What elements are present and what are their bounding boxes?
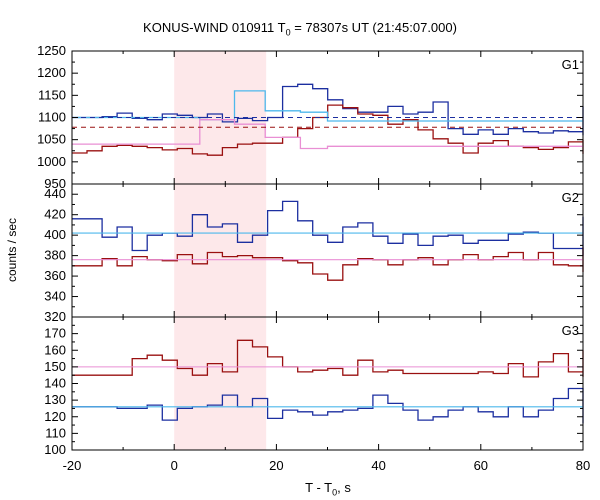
xtick-label: 80 bbox=[576, 458, 590, 473]
g3-ytick-label: 120 bbox=[44, 409, 66, 424]
g2-series-blue bbox=[72, 200, 584, 256]
g2-ytick-label: 380 bbox=[44, 248, 66, 263]
g2-ytick-label: 340 bbox=[44, 289, 66, 304]
g2-ytick-label: 420 bbox=[44, 207, 66, 222]
shaded-interval bbox=[174, 51, 267, 450]
g2-series-red bbox=[72, 247, 584, 281]
chart-title: KONUS-WIND 010911 T0 = 78307s UT (21:45:… bbox=[143, 20, 457, 38]
g1-ytick-label: 1200 bbox=[37, 65, 66, 80]
g2-ytick-label: 360 bbox=[44, 268, 66, 283]
xtick-label: 20 bbox=[269, 458, 283, 473]
g1-series-pink bbox=[72, 119, 583, 150]
x-axis-label: T - T0, s bbox=[305, 480, 351, 498]
xtick-label: 0 bbox=[171, 458, 178, 473]
g1-label: G1 bbox=[562, 57, 579, 72]
xtick-label: 40 bbox=[371, 458, 385, 473]
xtick-label: 60 bbox=[474, 458, 488, 473]
g2-label: G2 bbox=[562, 190, 579, 205]
g1-ytick-label: 950 bbox=[44, 176, 66, 191]
g3-ytick-label: 140 bbox=[44, 376, 66, 391]
g1-ytick-label: 1150 bbox=[38, 87, 66, 102]
g3-ytick-label: 160 bbox=[44, 342, 66, 357]
xtick-label: -20 bbox=[63, 458, 82, 473]
g3-series-blue bbox=[72, 387, 584, 424]
g3-label: G3 bbox=[562, 323, 579, 338]
g2-ytick-label: 320 bbox=[44, 309, 66, 324]
g3-ytick-label: 130 bbox=[44, 392, 66, 407]
g3-ytick-label: 100 bbox=[44, 442, 66, 457]
g2-frame bbox=[71, 183, 584, 318]
g1-ytick-label: 1000 bbox=[37, 154, 66, 169]
g3-frame bbox=[71, 316, 584, 451]
g3-ytick-label: 170 bbox=[44, 326, 66, 341]
g3-ytick-label: 110 bbox=[45, 425, 66, 440]
g1-ytick-label: 1250 bbox=[37, 43, 66, 58]
g2-ytick-label: 400 bbox=[44, 227, 66, 242]
g2-ytick-label: 440 bbox=[44, 186, 66, 201]
g3-ytick-label: 150 bbox=[44, 359, 66, 374]
g3-series-red bbox=[72, 339, 584, 378]
g1-ytick-label: 1100 bbox=[38, 110, 66, 125]
g1-ytick-label: 1050 bbox=[37, 132, 66, 147]
